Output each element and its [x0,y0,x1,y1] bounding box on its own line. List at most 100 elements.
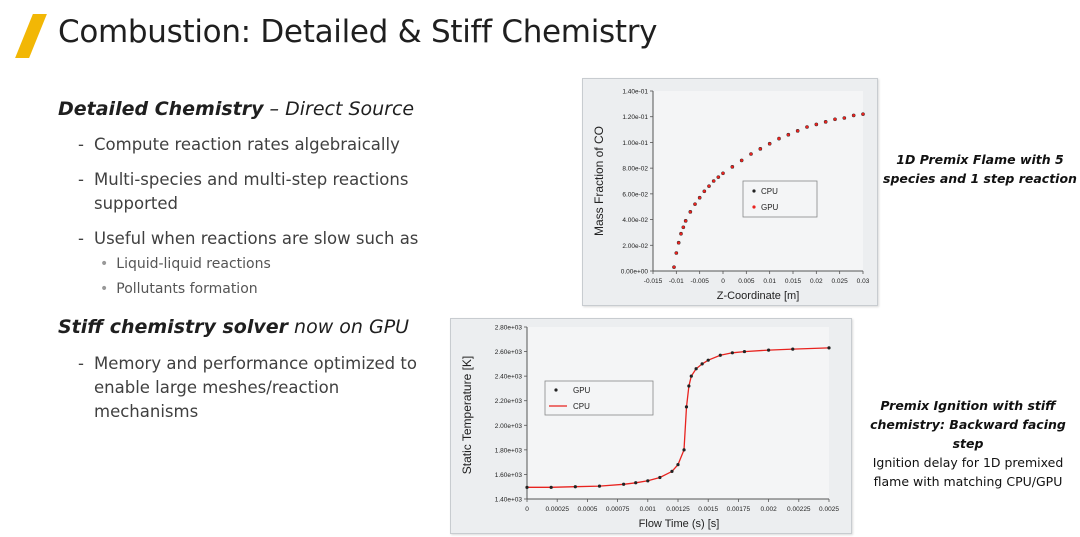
bullet-continuation: enable large meshes/reaction [94,378,340,397]
slide-title: Combustion: Detailed & Stiff Chemistry [58,14,658,50]
co-chart-svg: 0.00e+00 2.00e-02 4.00e-02 6.00e-02 8.00e-02… [592,89,870,303]
x-tick-label: 0.001 [640,506,657,513]
bullet-text: Useful when reactions are slow such as [94,229,419,248]
gpu-data-point [658,475,662,480]
y-tick-label: 4.00e-02 [622,217,648,224]
gpu-data-point [672,265,676,269]
gpu-data-point [684,219,688,223]
x-tick-label: 0.03 [857,278,870,285]
gpu-data-point [679,232,683,236]
caption-premix-ignition: Premix Ignition with stiff chemistry: Ba… [856,396,1080,491]
x-tick-label: 0.0025 [819,506,839,513]
gpu-data-point [549,485,553,489]
gpu-data-point [796,129,800,133]
x-tick-label: 0.00075 [606,506,630,513]
subbullet-item: • Liquid-liquid reactions [100,255,271,273]
gpu-data-point [684,405,689,409]
caption-line: flame with matching CPU/GPU [873,474,1063,489]
y-tick-label: 0.00e+00 [621,269,649,276]
x-tick-label: 0.0005 [577,506,597,513]
title-accent-bar [15,14,47,58]
gpu-data-point [827,346,831,350]
gpu-data-point [677,241,681,245]
section-heading-detailed-chemistry: Detailed Chemistry – Direct Source [58,98,414,120]
gpu-data-point [597,484,602,488]
gpu-data-point [694,367,698,371]
caption-premix-flame: 1D Premix Flame with 5 species and 1 ste… [880,150,1080,188]
x-tick-label: 0.00175 [727,506,751,513]
gpu-data-point [676,463,680,467]
x-axis-label: Flow Time (s) [s] [639,518,720,530]
y-tick-label: 1.40e-01 [622,89,648,96]
y-tick-label: 2.60e+03 [495,349,523,356]
legend-box [544,380,654,416]
gpu-data-point [805,125,809,129]
y-tick-label: 1.60e+03 [495,472,523,479]
x-tick-label: 0.015 [785,278,802,285]
x-tick-label: 0.00025 [545,506,569,513]
legend: GPU CPU [544,380,654,416]
x-tick-label: 0.00225 [787,506,811,513]
gpu-data-point [814,123,818,126]
x-tick-label: 0 [525,506,529,513]
y-tick-label: 1.20e-01 [622,114,648,121]
caption-line: chemistry: Backward facing step [870,417,1066,451]
legend-cpu-marker [752,189,756,193]
bullet-item: - Useful when reactions are slow such as [78,227,418,251]
x-tick-label: 0.025 [832,278,849,285]
gpu-data-point [742,349,747,354]
gpu-data-point [842,116,846,120]
y-tick-label: 2.00e-02 [622,243,648,250]
subbullet-text: Liquid-liquid reactions [116,256,271,272]
x-tick-label: 0.00125 [666,506,690,513]
static-temperature-chart: 1.40e+03 1.60e+03 1.80e+03 2.00e+03 2.20e+03… [450,318,852,534]
x-axis-label: Z-Coordinate [m] [717,290,800,302]
legend-gpu-label: GPU [573,386,591,395]
heading-bold: Detailed Chemistry [58,98,264,120]
x-tick-label: -0.015 [644,278,663,285]
legend: CPU GPU [742,180,818,218]
y-tick-label: 2.00e+03 [495,423,523,430]
caption-line: 1D Premix Flame with 5 [896,152,1064,167]
caption-line: Premix Ignition with stiff [880,398,1056,413]
bullet-item: - Compute reaction rates algebraically [78,133,400,157]
gpu-data-point [833,117,837,121]
x-tick-label: 0 [721,278,725,285]
bullet-continuation: mechanisms [94,402,199,421]
x-tick-label: -0.005 [690,278,709,285]
gpu-data-point [716,175,720,179]
bullet-text: Memory and performance optimized to [94,354,417,373]
x-tick-label: 0.002 [760,506,777,513]
legend-gpu-marker [554,388,558,392]
legend-gpu-label: GPU [761,203,779,212]
gpu-data-point [646,479,650,483]
gpu-data-point [681,225,685,229]
gpu-data-point [852,114,856,117]
gpu-data-point [749,152,753,156]
x-tick-label: 0.02 [810,278,823,285]
gpu-data-point [718,353,722,357]
legend-cpu-label: CPU [761,187,778,196]
bullet-dot-icon: • [100,281,109,297]
gpu-data-point [791,347,795,351]
subbullet-text: Pollutants formation [116,281,258,297]
y-tick-label: 1.00e-01 [622,140,648,147]
bullet-continuation: supported [94,194,178,213]
subbullet-item: • Pollutants formation [100,280,258,298]
y-tick-label: 2.20e+03 [495,398,523,405]
section-heading-stiff-chemistry: Stiff chemistry solver now on GPU [58,316,409,338]
gpu-data-point [740,159,744,162]
y-tick-label: 2.80e+03 [495,325,523,332]
bullet-dot-icon: • [100,256,109,272]
gpu-data-point [706,358,710,362]
heading-bold: Stiff chemistry solver [58,316,288,338]
gpu-data-point [670,469,674,473]
bullet-item: - Multi-species and multi-step reactions [78,168,408,192]
gpu-data-point [682,448,686,452]
gpu-data-point [674,251,678,255]
gpu-data-point [824,120,828,124]
x-tick-label: -0.01 [669,278,684,285]
gpu-data-point [687,384,691,388]
gpu-data-point [573,485,577,489]
gpu-data-point [702,189,706,193]
